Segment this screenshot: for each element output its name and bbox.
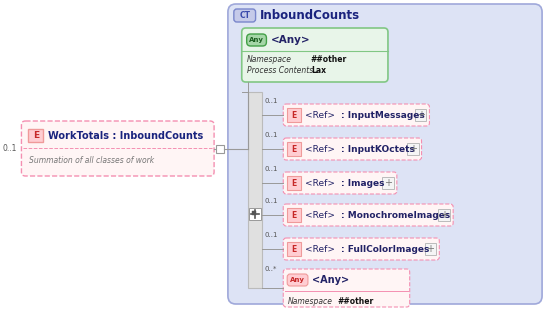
Text: <Ref>: <Ref> [305,244,335,253]
Text: 0..1: 0..1 [265,166,278,172]
FancyBboxPatch shape [242,28,388,82]
Text: : Images: : Images [340,179,384,188]
Text: ##other: ##other [311,54,347,64]
Text: E: E [292,111,296,120]
Bar [287,242,301,256]
FancyBboxPatch shape [21,121,214,176]
Text: <Ref>: <Ref> [305,210,335,219]
FancyBboxPatch shape [283,104,430,126]
Text: Any: Any [290,277,305,283]
Bar [425,243,436,255]
Text: Any: Any [249,37,264,43]
Bar [287,108,301,122]
Bar [407,143,419,155]
Text: 0..*: 0..* [265,266,277,272]
Bar [287,208,301,222]
FancyBboxPatch shape [283,238,439,260]
Text: +: + [416,110,425,120]
Text: 0..1: 0..1 [2,144,16,153]
Text: InboundCounts: InboundCounts [260,9,359,22]
Text: : MonochromeImages: : MonochromeImages [340,210,450,219]
Text: E: E [292,179,296,188]
FancyBboxPatch shape [283,172,397,194]
Text: CT: CT [239,11,250,20]
Text: +: + [384,178,392,188]
Text: <Any>: <Any> [270,35,310,45]
Text: : InputMessages: : InputMessages [340,111,424,120]
Bar [28,129,43,142]
Text: Summation of all classes of work: Summation of all classes of work [30,155,155,164]
FancyBboxPatch shape [234,9,255,22]
Text: WorkTotals : InboundCounts: WorkTotals : InboundCounts [48,130,203,141]
Text: 0..1: 0..1 [265,132,278,138]
Text: <Ref>: <Ref> [305,179,335,188]
Text: ##other: ##other [338,297,374,306]
Bar [254,213,255,214]
Text: E: E [33,131,39,140]
Text: +: + [426,244,435,254]
Bar [216,145,224,153]
Bar [252,210,254,213]
Text: E: E [292,145,296,154]
Bar [248,92,261,288]
Text: 0..1: 0..1 [265,232,278,238]
Bar [438,209,450,221]
Text: Process Contents: Process Contents [247,66,313,74]
Text: +: + [409,144,416,154]
Text: : InputKOctets: : InputKOctets [340,145,414,154]
Text: Namespace: Namespace [247,54,292,64]
FancyBboxPatch shape [228,4,542,304]
Text: <Any>: <Any> [312,275,349,285]
FancyBboxPatch shape [287,274,308,286]
Text: E: E [292,244,296,253]
Text: Lax: Lax [311,66,326,74]
Text: 0..1: 0..1 [265,98,278,104]
Text: Namespace: Namespace [288,297,333,306]
Text: <Ref>: <Ref> [305,111,335,120]
FancyBboxPatch shape [247,34,266,46]
Text: +: + [440,210,448,220]
FancyBboxPatch shape [283,138,421,160]
Text: E: E [292,210,296,219]
Bar [249,208,260,219]
Bar [415,109,426,121]
Text: : FullColorImages: : FullColorImages [340,244,429,253]
Bar [287,176,301,190]
Bar [254,210,255,213]
FancyBboxPatch shape [283,269,410,307]
Bar [382,177,394,189]
Text: 0..1: 0..1 [265,198,278,204]
Bar [252,213,254,214]
FancyBboxPatch shape [283,204,453,226]
Text: <Ref>: <Ref> [305,145,335,154]
Bar [287,142,301,156]
